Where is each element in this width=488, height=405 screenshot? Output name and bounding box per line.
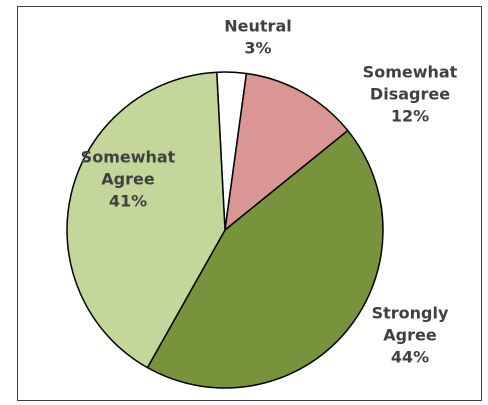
slice-value-label: 3%	[244, 39, 271, 58]
slice-value-label: 12%	[391, 107, 429, 126]
slice-category-label: Agree	[101, 170, 155, 189]
slice-category-label: Somewhat	[363, 63, 458, 82]
pie-slices	[66, 71, 384, 389]
pie-labels: Neutral 3% Somewhat Disagree 12% Strongly Agre…	[81, 17, 458, 367]
pie-slice-somewhat-agree	[66, 71, 226, 369]
pie-slice-somewhat-disagree	[224, 72, 349, 231]
slice-category-label: Agree	[383, 326, 437, 345]
pie-slice-strongly-agree	[146, 129, 384, 389]
slice-category-label: Strongly	[372, 304, 449, 323]
slice-value-label: 41%	[109, 192, 147, 211]
slice-category-label: Somewhat	[81, 148, 176, 167]
slice-category-label: Disagree	[370, 85, 450, 104]
slice-category-label: Neutral	[224, 17, 291, 36]
slice-value-label: 44%	[391, 348, 429, 367]
